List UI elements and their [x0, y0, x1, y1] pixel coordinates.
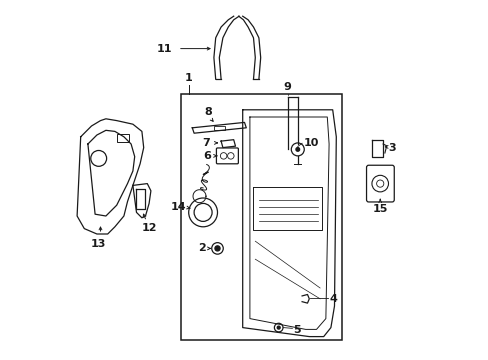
- Circle shape: [277, 326, 280, 329]
- Circle shape: [295, 148, 299, 151]
- Text: 7: 7: [202, 138, 210, 148]
- Bar: [117, 134, 129, 142]
- Text: 12: 12: [141, 223, 157, 233]
- Text: 8: 8: [204, 107, 212, 117]
- Bar: [213, 126, 224, 130]
- Text: 4: 4: [328, 294, 336, 304]
- Text: 1: 1: [184, 73, 192, 83]
- Text: 11: 11: [157, 44, 172, 54]
- Text: 13: 13: [91, 239, 106, 249]
- Text: 3: 3: [387, 143, 395, 153]
- Text: 6: 6: [203, 151, 211, 161]
- Text: 15: 15: [372, 204, 387, 215]
- Text: 2: 2: [198, 243, 205, 253]
- Text: 9: 9: [283, 82, 291, 92]
- Circle shape: [215, 246, 220, 251]
- Text: 10: 10: [303, 138, 319, 148]
- Text: 14: 14: [170, 202, 186, 212]
- Bar: [181, 94, 341, 340]
- Text: 5: 5: [292, 325, 300, 336]
